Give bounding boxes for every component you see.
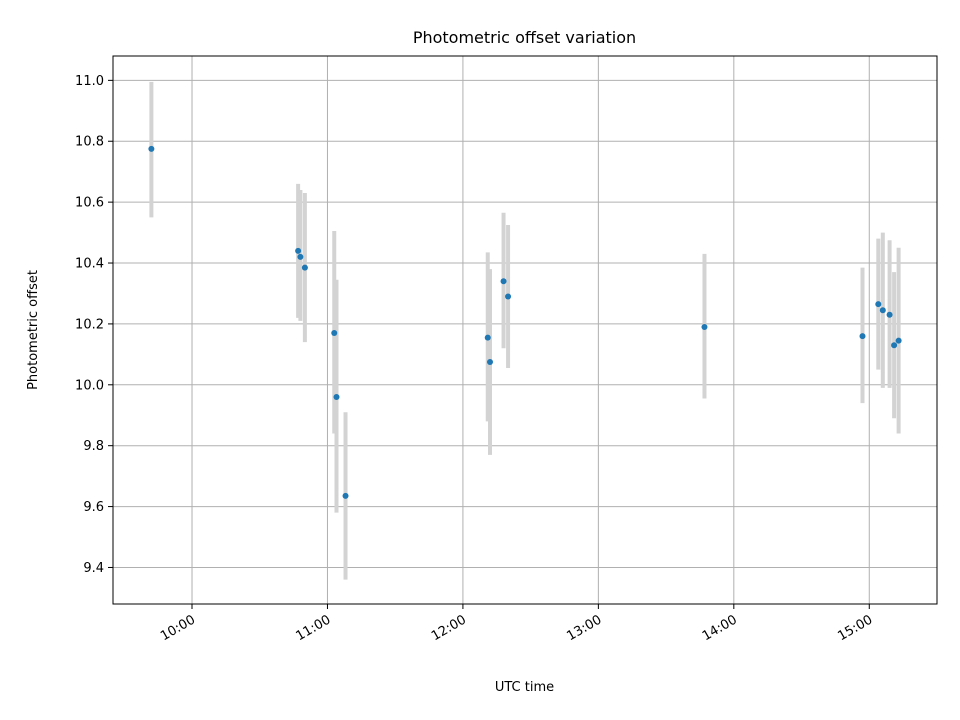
data-point xyxy=(875,301,882,308)
data-point xyxy=(886,311,893,318)
x-axis-label: UTC time xyxy=(495,680,554,695)
x-axis: 10:00 11:00 12:00 13:00 14:00 15:00 xyxy=(158,604,875,644)
x-tick-label: 14:00 xyxy=(700,612,740,644)
data-point xyxy=(484,334,491,341)
data-point xyxy=(295,247,302,254)
y-tick-label: 9.8 xyxy=(83,439,104,454)
y-axis: 9.4 9.6 9.8 10.0 10.2 10.4 10.6 10.8 11.0 xyxy=(75,74,113,576)
data-points xyxy=(148,145,902,499)
x-tick-label: 13:00 xyxy=(564,612,604,644)
y-tick-label: 10.0 xyxy=(75,378,104,393)
y-tick-label: 9.4 xyxy=(83,561,104,576)
y-axis-label: Photometric offset xyxy=(26,270,41,390)
data-point xyxy=(895,337,902,344)
data-point xyxy=(487,358,494,365)
data-point xyxy=(342,492,349,499)
data-point xyxy=(505,293,512,300)
x-tick-label: 11:00 xyxy=(294,612,334,644)
grid-lines xyxy=(113,56,937,604)
data-point xyxy=(701,323,708,330)
data-point xyxy=(500,278,507,285)
data-point xyxy=(297,253,304,260)
x-tick-label: 12:00 xyxy=(429,612,469,644)
data-point xyxy=(879,307,886,314)
data-point xyxy=(148,145,155,152)
chart-title: Photometric offset variation xyxy=(413,28,636,47)
y-tick-label: 10.2 xyxy=(75,317,104,332)
data-point xyxy=(859,333,866,340)
y-tick-label: 9.6 xyxy=(83,500,104,515)
error-bars xyxy=(149,81,901,580)
x-tick-label: 15:00 xyxy=(835,612,875,644)
data-point xyxy=(333,393,340,400)
x-tick-label: 10:00 xyxy=(158,612,198,644)
y-tick-label: 10.6 xyxy=(75,196,104,211)
data-point xyxy=(891,342,898,349)
y-tick-label: 10.8 xyxy=(75,135,104,150)
plot-frame xyxy=(112,55,938,605)
data-point xyxy=(301,264,308,271)
y-tick-label: 11.0 xyxy=(75,74,104,89)
y-tick-label: 10.4 xyxy=(75,257,104,272)
data-point xyxy=(331,330,338,337)
